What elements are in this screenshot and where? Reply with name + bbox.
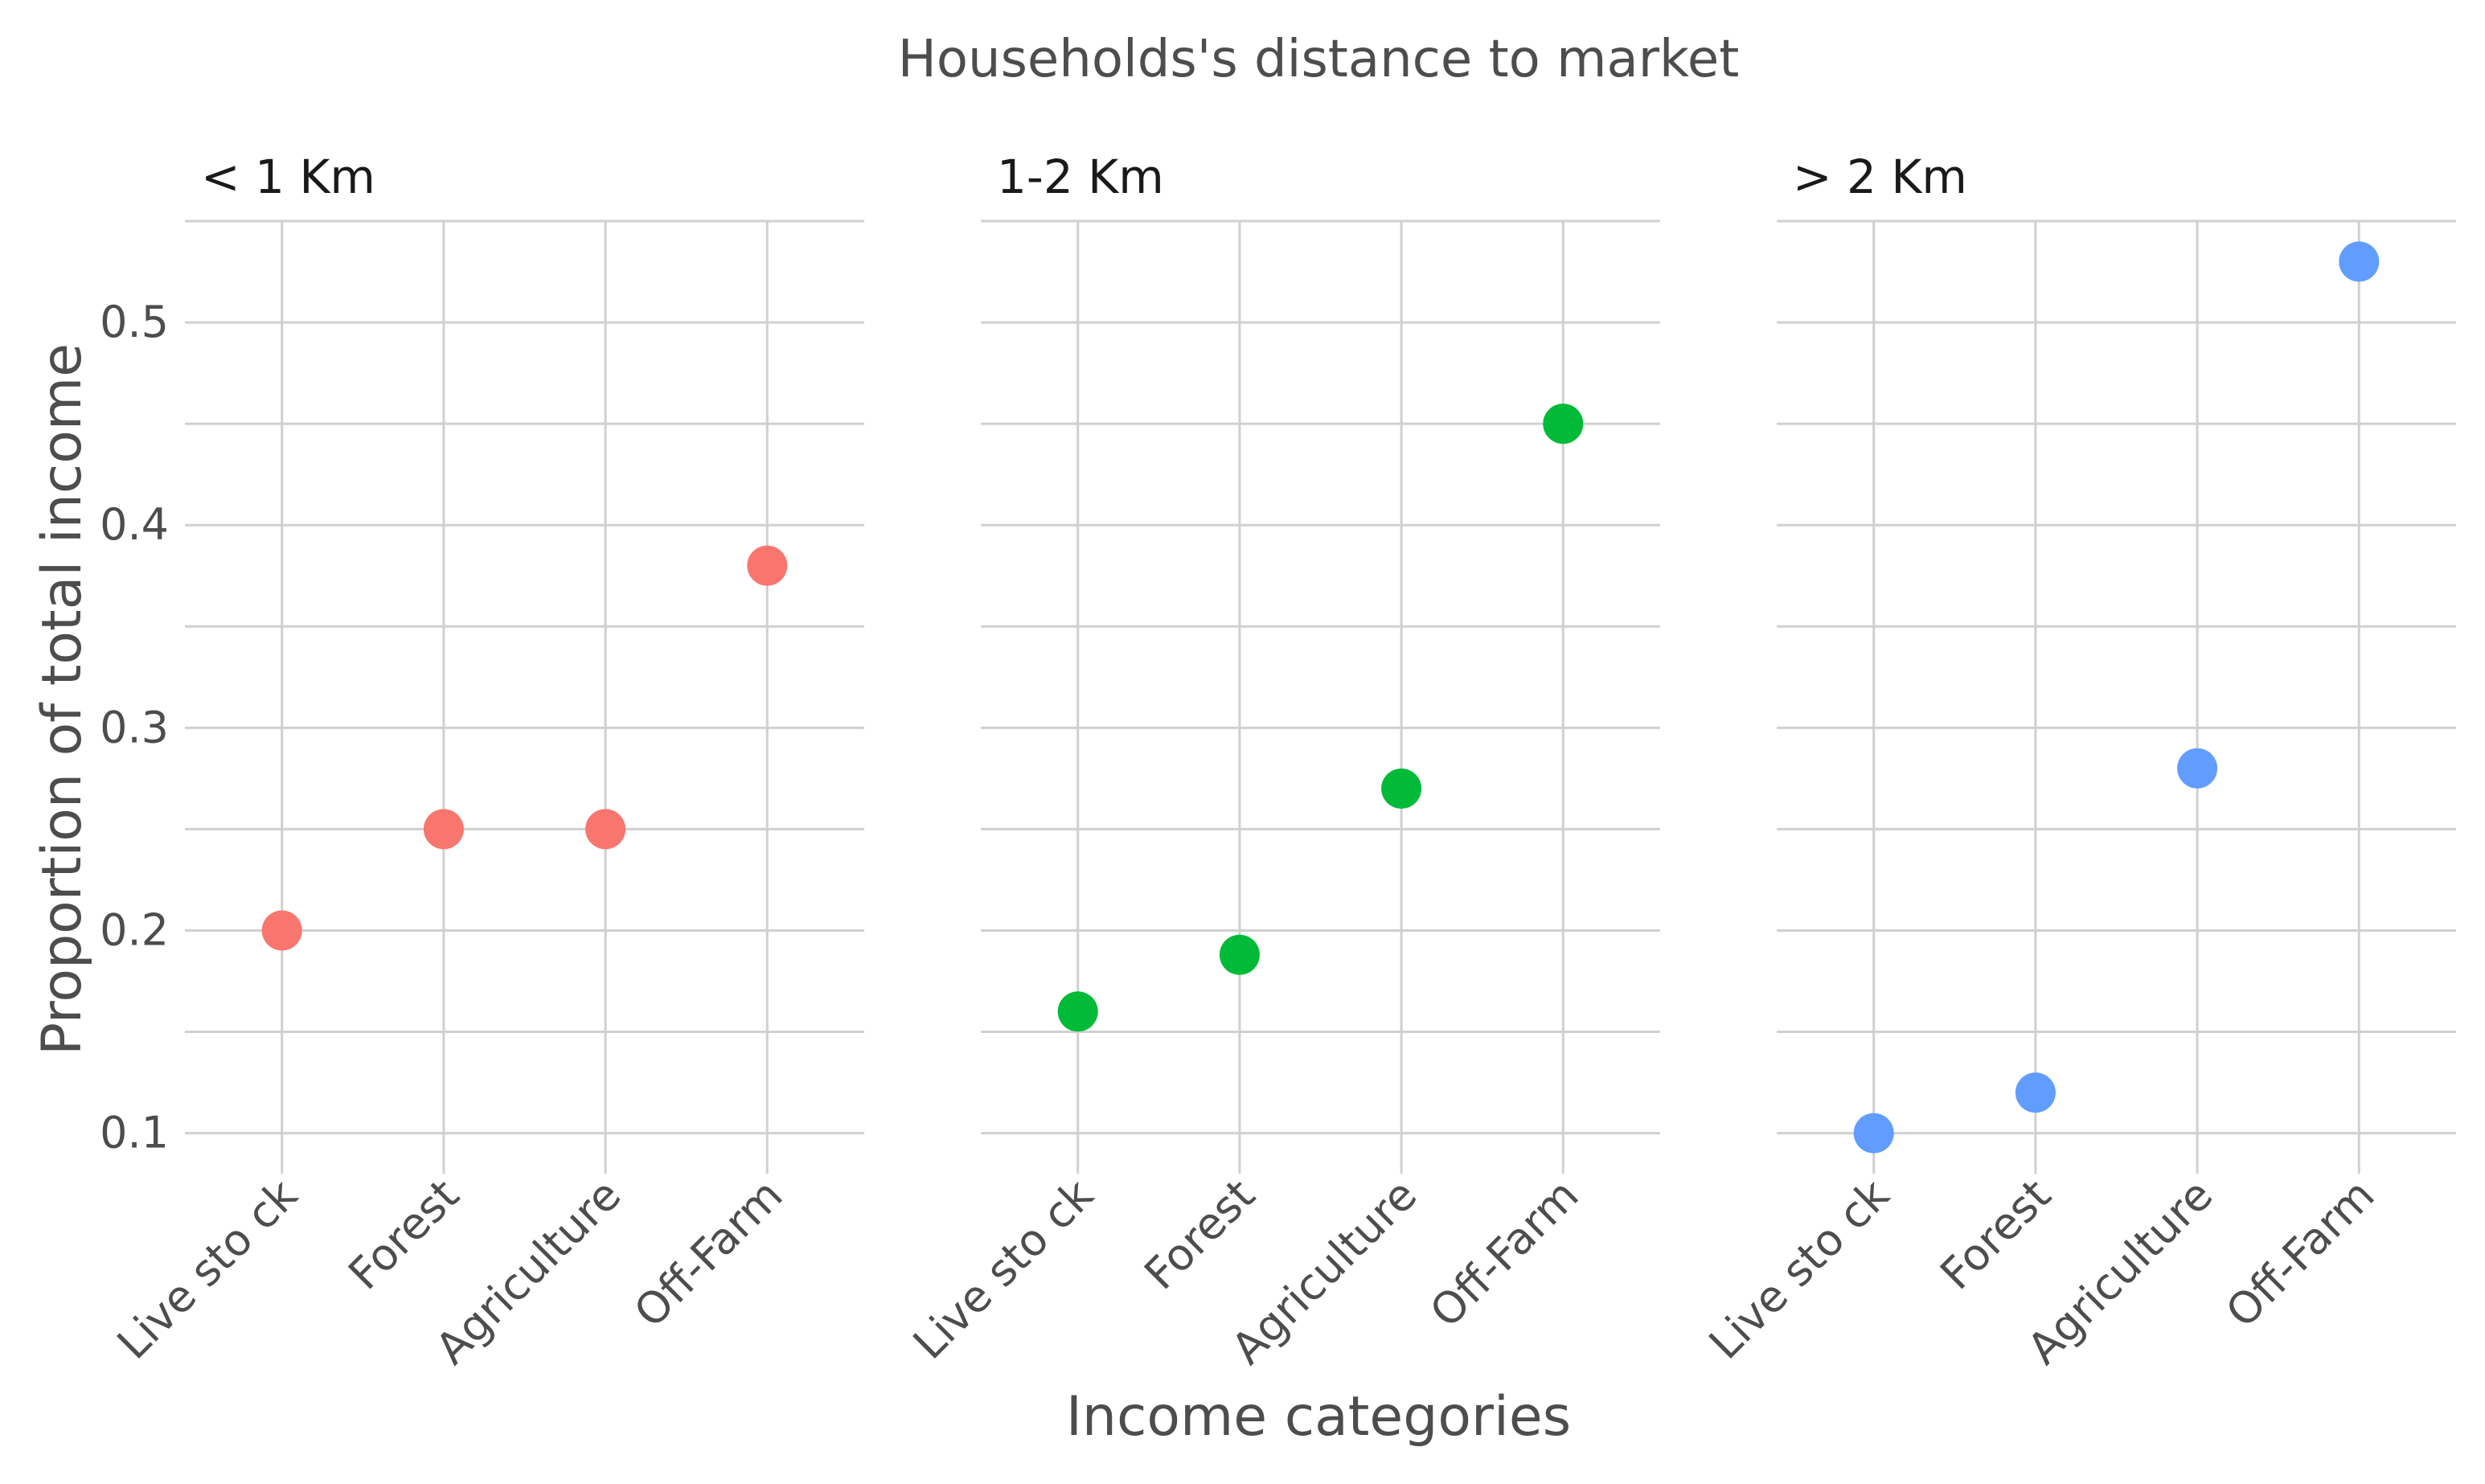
- facet-label: 1-2 Km: [997, 150, 1164, 204]
- y-tick-label: 0.4: [100, 499, 169, 550]
- y-axis: 0.1 0.2 0.3 0.4 0.5: [100, 297, 169, 1158]
- data-point: [1219, 934, 1260, 975]
- x-tick-label: Forest: [1134, 1170, 1265, 1300]
- x-tick-label: Forest: [1930, 1170, 2061, 1300]
- facet-label: < 1 Km: [201, 150, 375, 204]
- x-tick-label: Off-Farm: [1421, 1170, 1589, 1338]
- data-point: [1543, 404, 1584, 445]
- y-tick-label: 0.2: [100, 904, 169, 955]
- y-tick-label: 0.5: [100, 297, 169, 347]
- data-point: [423, 809, 464, 850]
- data-point: [1057, 991, 1098, 1032]
- data-point: [1381, 768, 1422, 809]
- x-tick-label: Live sto ck: [1700, 1169, 1900, 1369]
- y-tick-label: 0.3: [100, 702, 169, 752]
- y-tick-label: 0.1: [100, 1108, 169, 1158]
- data-point: [747, 545, 788, 586]
- data-point: [2339, 241, 2380, 282]
- data-point: [1853, 1113, 1894, 1154]
- data-point: [261, 910, 302, 951]
- facet-label: > 2 Km: [1793, 150, 1967, 204]
- data-point: [585, 809, 626, 850]
- x-tick-label: Off-Farm: [2216, 1170, 2385, 1338]
- x-tick-label: Off-Farm: [625, 1170, 793, 1338]
- x-tick-label: Live sto ck: [904, 1169, 1104, 1369]
- data-point: [2015, 1072, 2056, 1113]
- y-axis-title: Proportion of total income: [31, 343, 94, 1056]
- data-point: [2177, 748, 2218, 789]
- x-tick-label: Forest: [338, 1170, 469, 1300]
- x-tick-label: Live sto ck: [108, 1169, 308, 1369]
- chart-title: Households's distance to market: [898, 30, 1740, 89]
- x-axis-title: Income categories: [1066, 1385, 1571, 1449]
